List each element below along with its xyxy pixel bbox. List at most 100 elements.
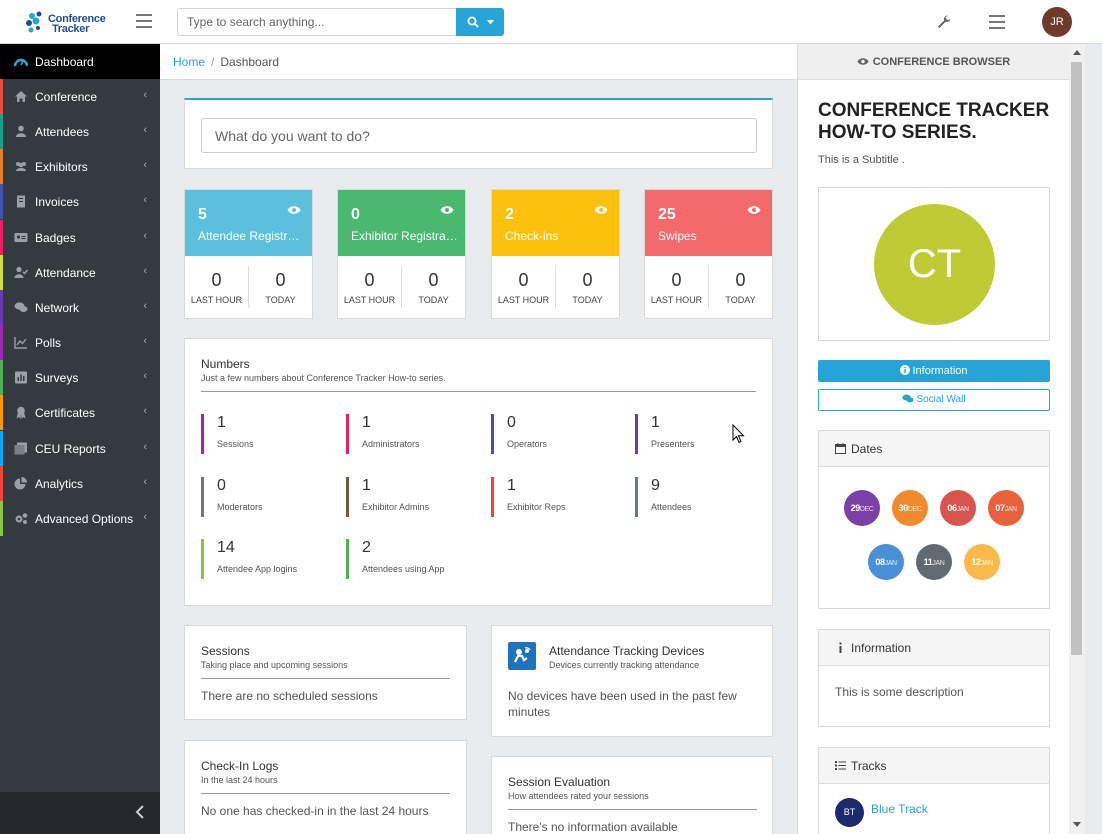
number-item-presenters[interactable]: 1 Presenters (635, 414, 755, 454)
social-wall-button[interactable]: Social Wall (818, 389, 1050, 411)
stat-today-label: TODAY (265, 295, 296, 305)
date-pill[interactable]: 29DEC (844, 490, 880, 526)
sidebar-item-label: Analytics (35, 477, 84, 491)
number-label: Presenters (651, 439, 695, 449)
page-scrollbar[interactable] (1069, 44, 1085, 834)
cogs-icon (15, 513, 28, 524)
information-button-label: Information (912, 365, 968, 377)
devices-icon (508, 642, 536, 670)
eye-icon[interactable] (287, 205, 301, 215)
stat-today-label: TODAY (572, 295, 603, 305)
number-item-attendees[interactable]: 9 Attendees (635, 477, 755, 517)
chevron-left-icon: ‹ (143, 476, 147, 488)
sidebar-item-invoices[interactable]: Invoices ‹ (0, 184, 160, 219)
sidebar-item-attendees[interactable]: Attendees ‹ (0, 114, 160, 149)
quick-action-input[interactable] (201, 118, 757, 153)
stat-today-value: 0 (428, 270, 439, 290)
chevron-left-icon: ‹ (143, 370, 147, 382)
chevron-left-icon: ‹ (143, 441, 147, 453)
information-button[interactable]: Information (818, 360, 1050, 382)
sidebar-item-analytics[interactable]: Analytics ‹ (0, 466, 160, 501)
number-item-administrators[interactable]: 1 Administrators (346, 414, 466, 454)
sidebar-item-label: Exhibitors (35, 160, 88, 174)
number-value: 1 (217, 414, 226, 431)
sidebar-item-network[interactable]: Network ‹ (0, 290, 160, 325)
logo-mark-icon (26, 11, 42, 33)
global-search-input[interactable] (177, 8, 457, 36)
sidebar: Dashboard Conference ‹ Attendees ‹ Exhib… (0, 44, 160, 834)
eye-icon[interactable] (594, 205, 608, 215)
sidebar-item-attendance[interactable]: Attendance ‹ (0, 255, 160, 290)
panel-header-label: CONFERENCE BROWSER (872, 56, 1011, 68)
chevron-left-icon: ‹ (143, 159, 147, 171)
sidebar-item-advanced-options[interactable]: Advanced Options ‹ (0, 501, 160, 536)
stat-last-hour-label: LAST HOUR (343, 295, 396, 305)
breadcrumb-home-link[interactable]: Home (173, 55, 206, 69)
person-badge-icon (16, 125, 26, 137)
chevron-left-icon: ‹ (143, 405, 147, 417)
sidebar-item-label: Dashboard (35, 55, 94, 69)
sidebar-item-badges[interactable]: Badges ‹ (0, 220, 160, 255)
card-subtitle: Taking place and upcoming sessions (201, 660, 348, 670)
sidebar-item-certificates[interactable]: Certificates ‹ (0, 395, 160, 430)
date-pill[interactable]: 08JAN (868, 544, 904, 580)
number-item-operators[interactable]: 0 Operators (491, 414, 611, 454)
info-icon (839, 642, 842, 653)
stat-card-attendee-registrations[interactable]: 5 Attendee Registrati... 0 LAST HOUR 0 TOD… (184, 189, 313, 319)
calendar-icon (835, 443, 846, 454)
attendance-devices-card: Attendance Tracking Devices Devices curr… (491, 625, 773, 737)
date-pill[interactable]: 12JAN (964, 544, 1000, 580)
sidebar-item-conference[interactable]: Conference ‹ (0, 79, 160, 114)
number-label: Exhibitor Reps (507, 502, 566, 512)
scrollbar-thumb[interactable] (1071, 62, 1082, 655)
sidebar-collapse-button[interactable] (0, 792, 160, 834)
track-link-blue-track[interactable]: Blue Track (871, 802, 928, 816)
search-button[interactable] (456, 8, 504, 36)
sidebar-item-exhibitors[interactable]: Exhibitors ‹ (0, 149, 160, 184)
divider (201, 793, 450, 794)
sidebar-item-ceu-reports[interactable]: CEU Reports ‹ (0, 431, 160, 466)
date-pill[interactable]: 30DEC (892, 490, 928, 526)
track-avatar: BT (835, 798, 864, 827)
date-pill[interactable]: 06JAN (940, 490, 976, 526)
sidebar-toggle-icon[interactable] (136, 14, 152, 28)
scroll-up-arrow-icon[interactable] (1073, 50, 1081, 55)
eye-icon[interactable] (747, 205, 761, 215)
user-avatar[interactable]: JR (1042, 7, 1072, 37)
panel-header: CONFERENCE BROWSER (798, 44, 1069, 80)
number-item-exhibitor-admins[interactable]: 1 Exhibitor Admins (346, 477, 466, 517)
divider (708, 266, 709, 308)
conference-tracker-logo[interactable]: Conference Tracker (24, 8, 106, 36)
sidebar-item-label: Invoices (35, 195, 80, 209)
eye-icon[interactable] (440, 205, 454, 215)
hamburger-icon[interactable] (989, 15, 1005, 29)
scroll-down-arrow-icon[interactable] (1073, 822, 1081, 827)
sidebar-item-label: Badges (35, 231, 76, 245)
stat-card-exhibitor-registrations[interactable]: 0 Exhibitor Registrati... 0 LAST HOUR 0 TO… (337, 189, 466, 319)
number-item-attendees-using-app[interactable]: 2 Attendees using App (346, 539, 466, 579)
sidebar-item-label: Conference (35, 90, 98, 104)
sidebar-item-surveys[interactable]: Surveys ‹ (0, 360, 160, 395)
chevron-left-icon: ‹ (143, 265, 147, 277)
divider (201, 391, 756, 392)
number-item-attendee-app-logins[interactable]: 14 Attendee App logins (201, 539, 321, 579)
empty-message: There are no scheduled sessions (201, 689, 378, 703)
tracks-box: Tracks BT Blue Track (818, 747, 1050, 834)
number-item-sessions[interactable]: 1 Sessions (201, 414, 321, 454)
stat-value: 2 (505, 206, 514, 223)
number-item-exhibitor-reps[interactable]: 1 Exhibitor Reps (491, 477, 611, 517)
sidebar-item-polls[interactable]: Polls ‹ (0, 325, 160, 360)
number-item-moderators[interactable]: 0 Moderators (201, 477, 321, 517)
wrench-icon[interactable] (936, 14, 952, 30)
number-value: 1 (362, 477, 371, 494)
information-box: Information This is some description (818, 629, 1050, 727)
sidebar-item-dashboard[interactable]: Dashboard (0, 44, 160, 79)
number-label: Attendees using App (362, 564, 445, 574)
date-pill[interactable]: 07JAN (988, 490, 1024, 526)
date-pill[interactable]: 11JAN (916, 544, 952, 580)
stat-card-swipes[interactable]: 25 Swipes 0 LAST HOUR 0 TODAY (644, 189, 773, 319)
sidebar-item-label: Network (35, 301, 80, 315)
stat-card-check-ins[interactable]: 2 Check-ins 0 LAST HOUR 0 TODAY (491, 189, 620, 319)
number-value: 9 (651, 477, 660, 494)
quick-action-card (184, 98, 773, 169)
